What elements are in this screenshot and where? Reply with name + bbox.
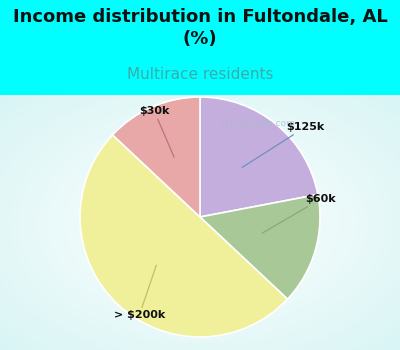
- Wedge shape: [200, 195, 320, 299]
- Text: > $200k: > $200k: [114, 265, 165, 320]
- Text: $30k: $30k: [139, 106, 174, 157]
- Wedge shape: [112, 97, 200, 217]
- Text: Income distribution in Fultondale, AL
(%): Income distribution in Fultondale, AL (%…: [13, 8, 387, 48]
- Text: Ⓣ City-Data.com: Ⓣ City-Data.com: [222, 119, 294, 128]
- Text: $60k: $60k: [262, 194, 336, 233]
- Wedge shape: [200, 97, 318, 217]
- Text: Multirace residents: Multirace residents: [127, 66, 273, 82]
- Text: $125k: $125k: [242, 122, 325, 167]
- Wedge shape: [80, 135, 288, 337]
